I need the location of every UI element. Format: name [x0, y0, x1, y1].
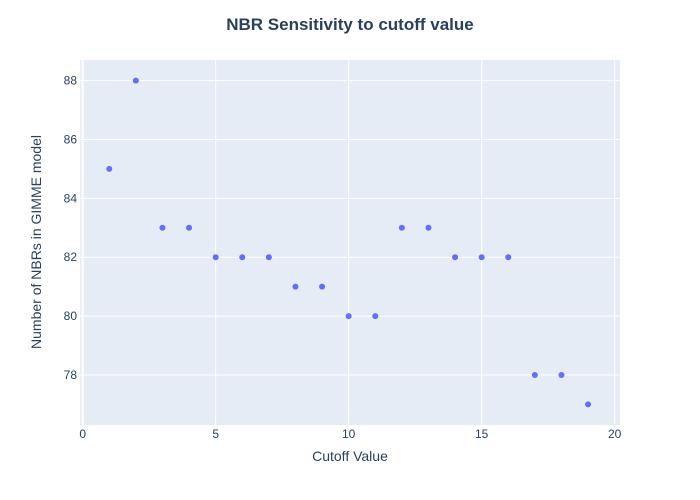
data-point[interactable] — [186, 224, 193, 231]
x-tick-label: 5 — [212, 427, 219, 441]
y-tick-label: 78 — [64, 368, 78, 382]
data-point[interactable] — [106, 165, 113, 172]
data-point[interactable] — [452, 254, 459, 261]
data-point[interactable] — [345, 313, 352, 320]
data-point[interactable] — [398, 224, 405, 231]
data-point[interactable] — [372, 313, 379, 320]
x-tick-label: 10 — [342, 427, 356, 441]
data-point[interactable] — [132, 77, 139, 84]
data-point[interactable] — [425, 224, 432, 231]
data-point[interactable] — [505, 254, 512, 261]
plot-area — [80, 60, 620, 425]
x-axis-title: Cutoff Value — [312, 448, 388, 464]
data-point[interactable] — [558, 371, 565, 378]
data-point[interactable] — [159, 224, 166, 231]
data-point[interactable] — [531, 371, 538, 378]
y-tick-label: 82 — [64, 250, 78, 264]
grid — [80, 60, 620, 425]
data-point[interactable] — [212, 254, 219, 261]
x-tick-label: 15 — [475, 427, 489, 441]
data-point[interactable] — [239, 254, 246, 261]
y-tick-label: 84 — [64, 191, 78, 205]
chart-title: NBR Sensitivity to cutoff value — [226, 15, 473, 34]
data-point[interactable] — [319, 283, 326, 290]
tick-labels: 0 5 10 15 20 78 80 82 84 86 88 — [64, 74, 622, 441]
y-tick-label: 86 — [64, 132, 78, 146]
y-tick-label: 80 — [64, 309, 78, 323]
data-point[interactable] — [585, 401, 592, 408]
data-point[interactable] — [265, 254, 272, 261]
data-point[interactable] — [292, 283, 299, 290]
y-axis-title: Number of NBRs in GIMME model — [28, 135, 44, 349]
x-tick-label: 0 — [79, 427, 86, 441]
data-point[interactable] — [478, 254, 485, 261]
x-tick-label: 20 — [608, 427, 622, 441]
y-tick-label: 88 — [64, 74, 78, 88]
data-points — [106, 77, 592, 408]
